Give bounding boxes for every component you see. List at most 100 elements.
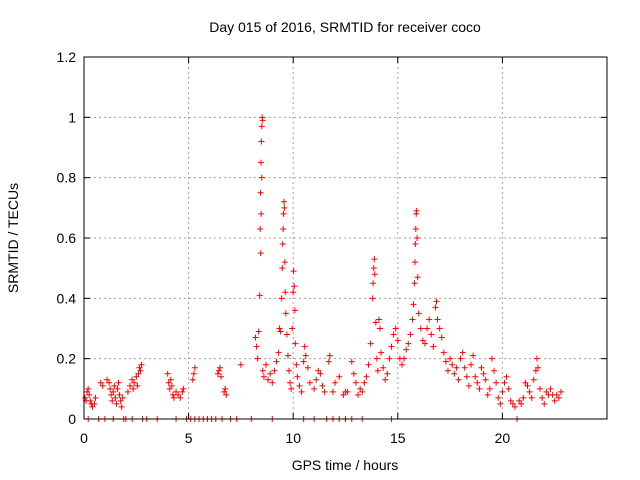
data-point [461,364,468,371]
x-tick-label: 0 [80,430,88,446]
data-point [332,379,339,386]
y-tick-label: 0.6 [57,230,77,246]
data-point [541,400,548,407]
data-point [108,391,115,398]
data-point [414,274,421,281]
data-point [215,367,222,374]
data-point [273,358,280,365]
data-point [177,394,184,401]
data-point [476,385,483,392]
data-point [136,364,143,371]
data-point [518,400,525,407]
data-point [107,385,114,392]
data-point [221,388,228,395]
data-points [82,114,564,422]
data-point [350,370,357,377]
data-point [306,379,313,386]
data-point [166,385,173,392]
data-point [484,391,491,398]
data-point [135,370,142,377]
data-point [463,373,470,380]
data-point [319,382,326,389]
data-point [129,376,136,383]
data-point [534,364,541,371]
data-point [378,349,385,356]
data-point [109,397,116,404]
data-point [373,355,380,362]
data-point [371,271,378,278]
data-point [131,379,138,386]
data-point [501,379,508,386]
x-axis-label: GPS time / hours [292,457,399,473]
data-point [344,388,351,395]
data-point [528,394,535,401]
data-point [505,385,512,392]
data-point [495,394,502,401]
data-point [284,352,291,359]
data-point [329,388,336,395]
data-point [417,325,424,332]
data-point [290,268,297,275]
data-point [218,373,225,380]
data-point [222,385,229,392]
data-point [134,382,141,389]
data-point [377,325,384,332]
data-point [191,364,198,371]
data-point [384,370,391,377]
data-point [265,376,272,383]
data-point [104,376,111,383]
data-point [282,289,289,296]
data-point [167,376,174,383]
data-point [405,340,412,347]
data-point [363,373,370,380]
data-point [291,283,298,290]
data-point [424,325,431,332]
data-point [259,117,266,124]
data-point [301,343,308,350]
data-point [557,388,564,395]
data-point [288,385,295,392]
data-point [278,295,285,302]
data-point [520,394,527,401]
data-point [84,388,91,395]
data-point [438,334,445,341]
x-tick-label: 5 [185,430,193,446]
data-point [403,346,410,353]
data-point [169,391,176,398]
data-point [258,174,265,181]
data-point [110,388,117,395]
data-point [352,379,359,386]
data-point [170,394,177,401]
data-point [375,316,382,323]
data-point [293,361,300,368]
data-point [410,301,417,308]
data-point [551,397,558,404]
data-point [412,241,419,248]
data-point [269,379,276,386]
data-point [133,373,140,380]
data-point [478,364,485,371]
x-tick-label: 10 [285,430,301,446]
data-point [511,403,518,410]
data-point [113,400,120,407]
data-point [287,379,294,386]
data-point [419,337,426,344]
data-point [296,382,303,389]
data-point [117,397,124,404]
data-point [292,340,299,347]
data-point [530,376,537,383]
data-point [482,376,489,383]
data-point [442,358,449,365]
data-point [401,355,408,362]
data-point [237,361,244,368]
data-point [370,280,377,287]
data-point [283,331,290,338]
data-point [216,364,223,371]
data-point [539,394,546,401]
data-point [369,295,376,302]
data-point [258,138,265,145]
data-point [398,361,405,368]
data-point [509,400,516,407]
data-point [428,331,435,338]
